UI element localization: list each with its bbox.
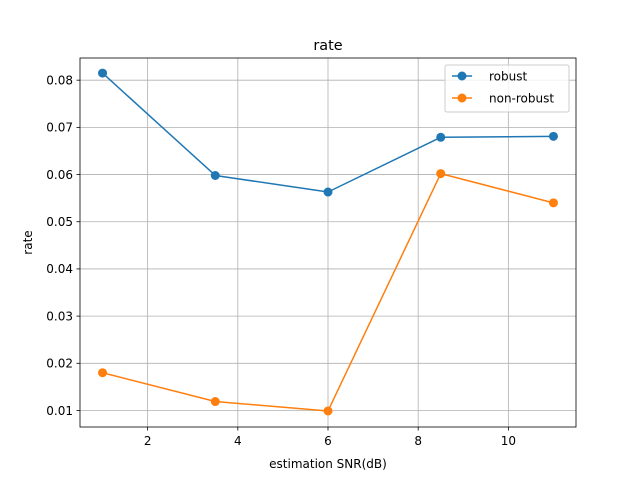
y-tick-label: 0.05 — [46, 215, 73, 229]
data-point-robust — [323, 187, 333, 197]
x-axis-label: estimation SNR(dB) — [269, 457, 387, 471]
data-point-non-robust — [323, 406, 333, 416]
x-tick-label: 4 — [234, 434, 242, 448]
legend-box — [444, 64, 570, 113]
y-tick-label: 0.07 — [46, 121, 73, 135]
y-tick-label: 0.01 — [46, 404, 73, 418]
x-tick-label: 10 — [501, 434, 516, 448]
data-point-non-robust — [210, 397, 220, 407]
x-tick-label: 6 — [324, 434, 332, 448]
data-point-non-robust — [548, 198, 558, 208]
x-tick-label: 2 — [144, 434, 152, 448]
data-point-robust — [98, 68, 108, 78]
y-tick-label: 0.06 — [46, 168, 73, 182]
legend: robust non-robust — [444, 64, 570, 113]
series-layer — [98, 68, 558, 416]
data-point-non-robust — [436, 169, 446, 179]
y-tick-label: 0.08 — [46, 73, 73, 87]
grid — [80, 58, 576, 427]
axis-ticks: 2 4 6 8 10 0.01 0.02 0.03 0.04 0.05 0.06 0.07 0.08 — [46, 73, 516, 448]
y-tick-label: 0.02 — [46, 357, 73, 371]
x-tick-label: 8 — [414, 434, 422, 448]
data-point-robust — [548, 131, 558, 141]
chart-title: rate — [313, 38, 342, 54]
legend-marker-robust — [457, 71, 467, 81]
data-point-non-robust — [98, 368, 108, 378]
y-axis-label: rate — [21, 230, 35, 254]
data-point-robust — [436, 132, 446, 142]
y-tick-label: 0.03 — [46, 309, 73, 323]
legend-marker-non-robust — [457, 93, 467, 103]
legend-label-robust: robust — [489, 70, 527, 84]
y-tick-label: 0.04 — [46, 262, 73, 276]
legend-label-non-robust: non-robust — [489, 92, 554, 106]
data-point-robust — [210, 170, 220, 180]
